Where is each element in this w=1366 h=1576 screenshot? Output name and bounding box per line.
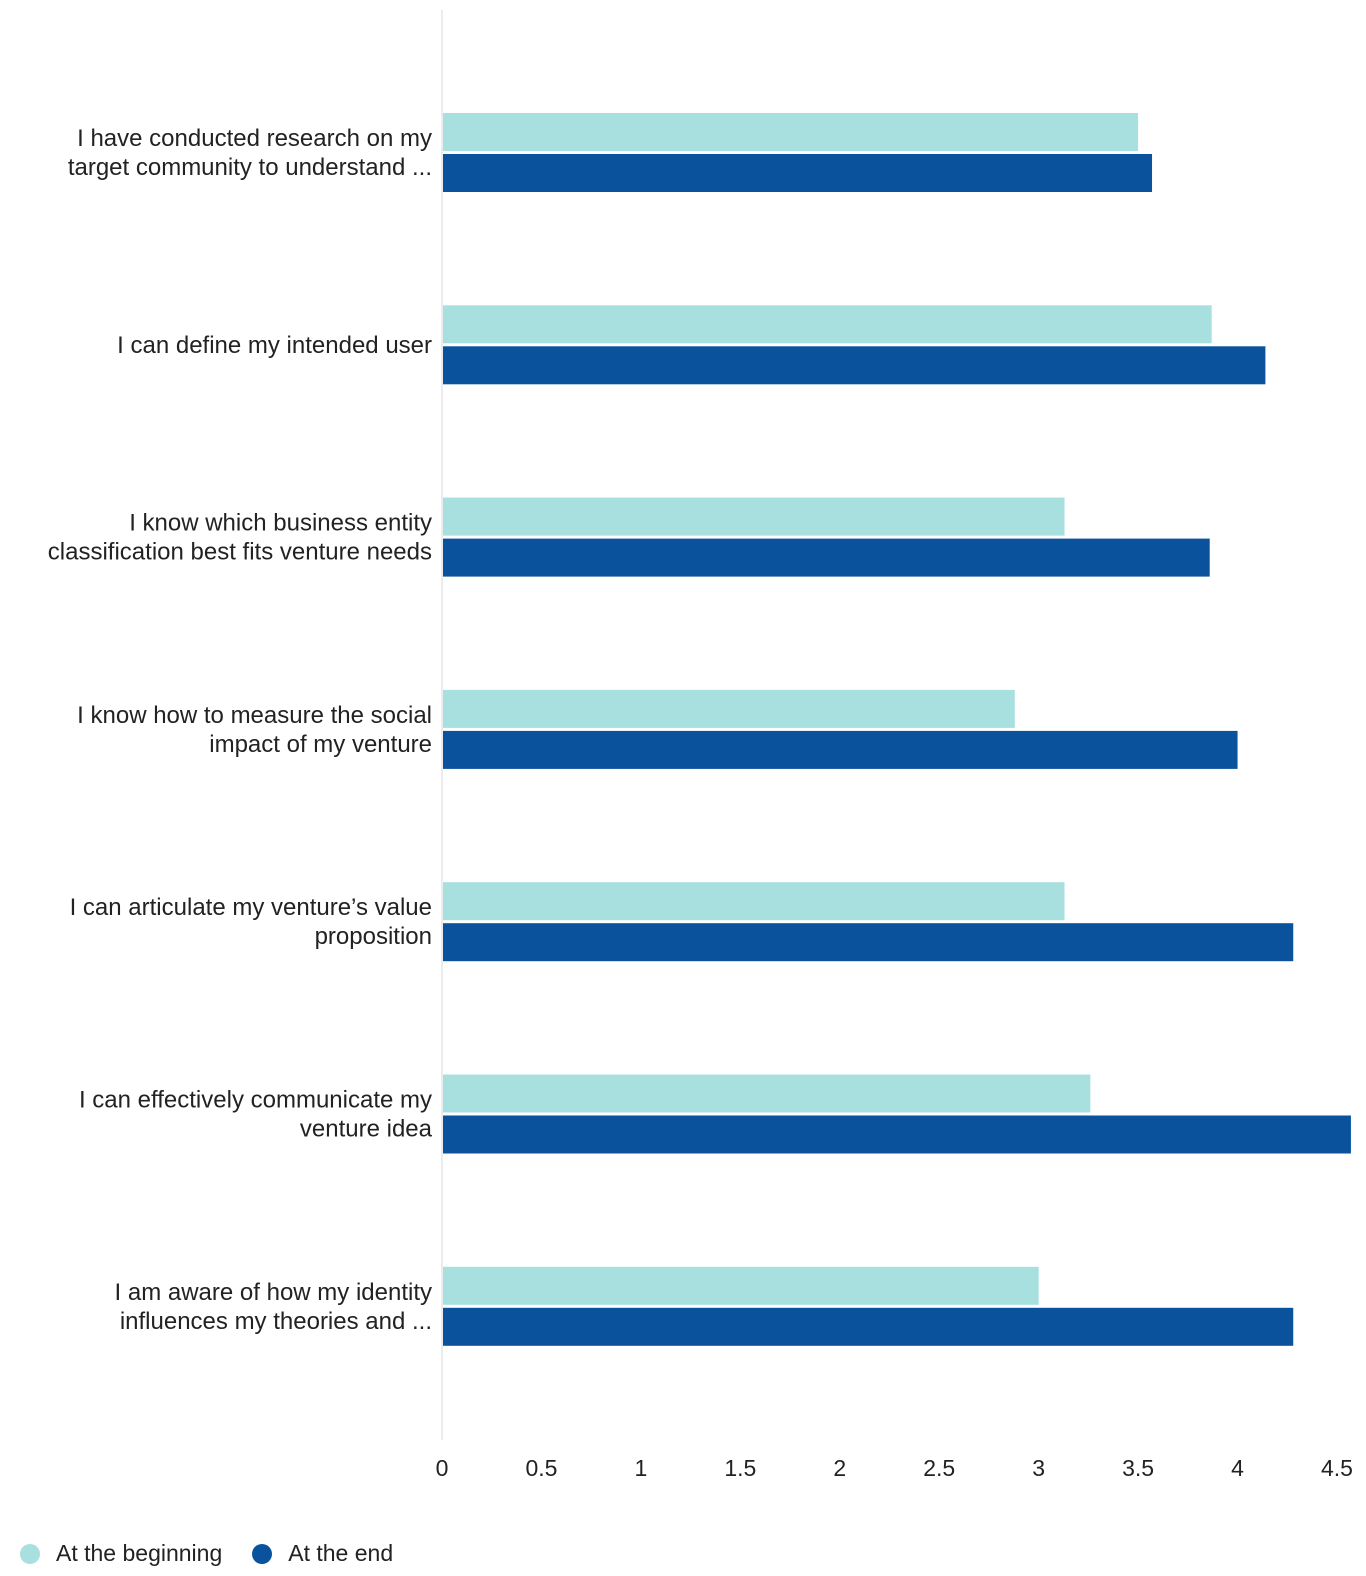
bars-layer: [443, 113, 1351, 1346]
category-label-0-line-0: I have conducted research on my: [77, 125, 432, 152]
category-label-2-line-0: I know which business entity: [129, 510, 432, 537]
bar-end-5[interactable]: [443, 1116, 1351, 1154]
legend-end-dot-icon: [252, 1544, 272, 1564]
bar-beginning-0[interactable]: [443, 113, 1138, 151]
x-axis-ticks: 0 0.5 1 1.5 2 2.5 3 3.5 4 4.5: [436, 1455, 1353, 1481]
bar-beginning-3[interactable]: [443, 690, 1015, 728]
x-tick-label-0: 0: [436, 1455, 449, 1481]
category-label-1-line-0: I can define my intended user: [117, 332, 432, 359]
x-tick-label-7: 3.5: [1122, 1455, 1154, 1481]
bar-end-3[interactable]: [443, 731, 1238, 769]
x-tick-label-5: 2.5: [923, 1455, 955, 1481]
category-label-6-line-1: influences my theories and ...: [120, 1308, 432, 1335]
bar-beginning-5[interactable]: [443, 1075, 1090, 1113]
category-label-6-line-0: I am aware of how my identity: [115, 1279, 432, 1306]
x-tick-label-3: 1.5: [724, 1455, 756, 1481]
bar-end-2[interactable]: [443, 539, 1210, 577]
bar-beginning-1[interactable]: [443, 305, 1212, 343]
x-tick-label-9: 4.5: [1321, 1455, 1353, 1481]
legend: At the beginning At the end: [20, 1540, 423, 1567]
bar-end-6[interactable]: [443, 1308, 1293, 1346]
x-tick-label-1: 0.5: [525, 1455, 557, 1481]
bar-end-1[interactable]: [443, 346, 1265, 384]
category-label-0-line-1: target community to understand ...: [68, 154, 432, 181]
category-label-3-line-1: impact of my venture: [209, 731, 432, 758]
bar-end-0[interactable]: [443, 154, 1152, 192]
category-label-4-line-0: I can articulate my venture’s value: [70, 894, 432, 921]
legend-item-beginning[interactable]: At the beginning: [20, 1540, 222, 1567]
bar-beginning-6[interactable]: [443, 1267, 1039, 1305]
category-label-5-line-1: venture idea: [300, 1116, 433, 1143]
category-label-4-line-1: proposition: [315, 923, 432, 950]
category-label-3-line-0: I know how to measure the social: [77, 702, 432, 729]
legend-item-end[interactable]: At the end: [252, 1540, 393, 1567]
x-tick-label-6: 3: [1032, 1455, 1045, 1481]
category-label-5-line-0: I can effectively communicate my: [79, 1087, 432, 1114]
x-tick-label-2: 1: [634, 1455, 647, 1481]
legend-beginning-dot-icon: [20, 1544, 40, 1564]
category-label-2-line-1: classification best fits venture needs: [48, 539, 432, 566]
legend-beginning-label: At the beginning: [56, 1540, 222, 1567]
bar-beginning-4[interactable]: [443, 882, 1065, 920]
x-tick-label-8: 4: [1231, 1455, 1244, 1481]
x-tick-label-4: 2: [833, 1455, 846, 1481]
legend-end-label: At the end: [288, 1540, 393, 1567]
bar-beginning-2[interactable]: [443, 498, 1065, 536]
bar-end-4[interactable]: [443, 923, 1293, 961]
